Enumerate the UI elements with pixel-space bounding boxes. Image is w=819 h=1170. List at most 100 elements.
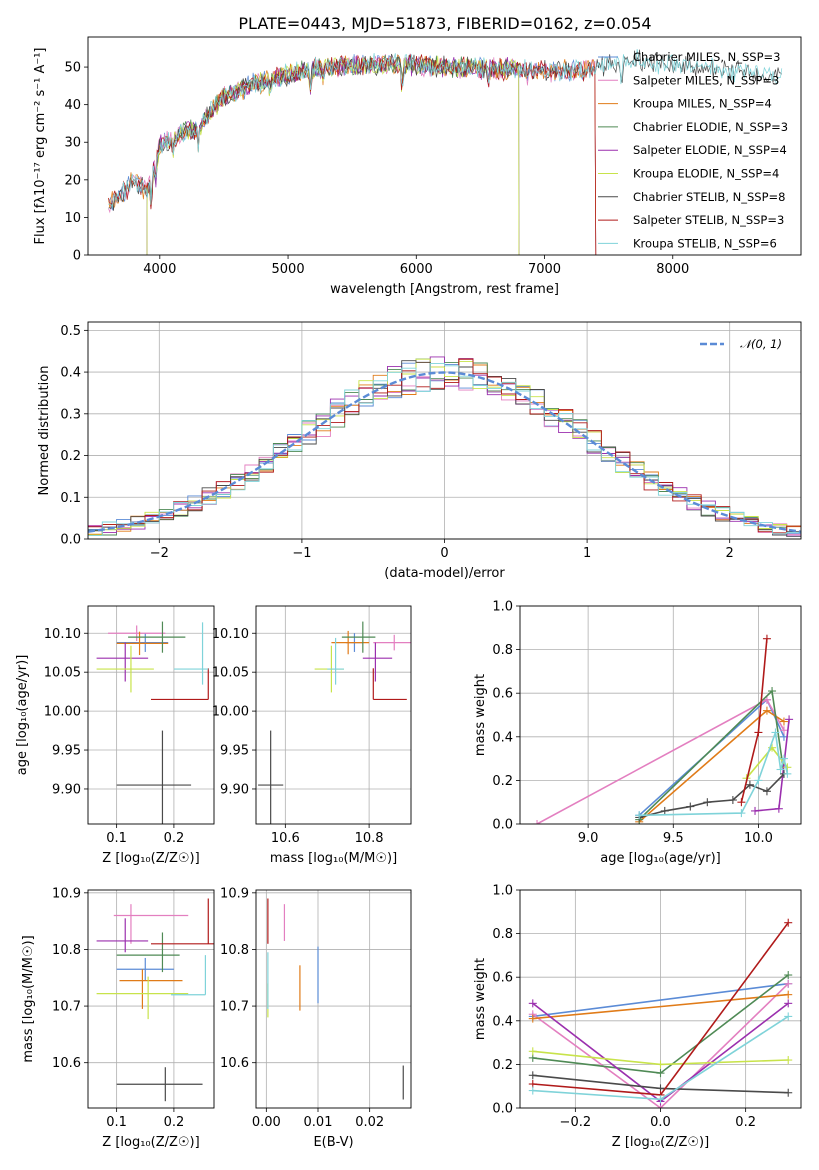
x-axis-label: mass [log₁₀(M/M☉)] xyxy=(270,851,397,866)
legend-entry: Salpeter ELODIE, N_SSP=4 xyxy=(633,143,787,157)
y-tick-label: 0.4 xyxy=(492,730,513,745)
errorbar-chabrier-elodie xyxy=(116,932,180,973)
spectrum-series-salpeter-stelib xyxy=(108,53,597,255)
hist-series-salpeter-stelib xyxy=(88,358,801,539)
legend-entry: Kroupa ELODIE, N_SSP=4 xyxy=(633,167,779,181)
y-tick-label: 10.05 xyxy=(44,666,81,681)
panel-mass-weight-vs-age: 9.0 9.5 10.0 0.0 0.2 0.4 0.6 0.8 1.0 age [log₁₀(a… xyxy=(473,600,802,866)
errorbar-chabrier-stelib xyxy=(116,1067,203,1102)
errorbar-kroupa-miles xyxy=(116,631,169,656)
x-tick-label: 2 xyxy=(726,546,734,561)
axes-frame xyxy=(87,605,215,825)
errorbar-chabrier-stelib xyxy=(258,730,284,824)
plot-area-age-vs-mass xyxy=(258,621,411,824)
x-tick-label: 9.5 xyxy=(663,831,684,846)
spectrum-series-chabrier-elodie xyxy=(146,54,520,255)
x-tick-label: 0.02 xyxy=(355,1115,384,1130)
series-salpeter-stelib xyxy=(737,634,771,807)
errorbar-salpeter-elodie xyxy=(96,918,149,953)
y-tick-label: 10 xyxy=(64,211,81,226)
y-axis-label: mass weight xyxy=(473,674,488,756)
x-axis-label: E(B-V) xyxy=(313,1135,353,1150)
series-chabrier-stelib xyxy=(635,769,788,822)
x-tick-label: 7000 xyxy=(528,262,561,277)
y-tick-label: 10.00 xyxy=(212,705,249,720)
x-axis-label: Z [log₁₀(Z/Z☉)] xyxy=(612,1135,709,1150)
y-tick-label: 10.10 xyxy=(212,627,249,642)
y-tick-label: 1.0 xyxy=(492,600,513,615)
spectrum-series-salpeter-miles xyxy=(108,53,597,255)
axes-frame xyxy=(87,889,215,1109)
series-salpeter-elodie xyxy=(751,715,794,815)
plot-area-spectrum xyxy=(108,49,783,255)
x-tick-label: 6000 xyxy=(400,262,433,277)
x-tick-label: 0.2 xyxy=(164,1115,185,1130)
axes-frame xyxy=(87,36,802,256)
panel-mass-vs-Z: 0.1 0.2 10.6 10.7 10.8 10.9 Z [log₁₀(Z/Z☉)] mas… xyxy=(21,886,215,1150)
series-kroupa-elodie xyxy=(528,1047,793,1069)
series-kroupa-stelib xyxy=(528,1012,793,1104)
series-kroupa-miles xyxy=(635,706,788,824)
legend-entry: Salpeter MILES, N_SSP=3 xyxy=(633,73,779,87)
errorbar-kroupa-elodie xyxy=(96,976,189,1020)
x-tick-label: 5000 xyxy=(272,262,305,277)
y-tick-label: 10.10 xyxy=(44,627,81,642)
panel-age-vs-Z: 0.1 0.2 9.90 9.95 10.00 10.05 10.10 Z [log₁₀(Z/… xyxy=(15,605,215,866)
errorbar-chabrier-miles xyxy=(116,633,169,652)
legend-entry: Chabrier ELODIE, N_SSP=3 xyxy=(633,120,788,134)
x-tick-label: 0.0 xyxy=(650,1115,671,1130)
y-tick-label: 0.2 xyxy=(492,1058,513,1073)
series-kroupa-stelib xyxy=(635,728,792,820)
y-tick-label: 0.8 xyxy=(492,927,513,942)
y-tick-label: 9.95 xyxy=(220,744,249,759)
plot-area-mass-weight-vs-age xyxy=(533,634,794,824)
normal-curve xyxy=(88,371,801,533)
panel-mass-vs-EBV: 0.00 0.01 0.02 10.6 10.7 10.8 10.9 E(B-V) xyxy=(220,886,412,1150)
y-tick-label: 1.0 xyxy=(492,884,513,899)
series-chabrier-stelib xyxy=(528,1071,793,1097)
x-tick-label: 4000 xyxy=(143,262,176,277)
y-tick-label: 9.95 xyxy=(52,744,81,759)
spectrum-series-salpeter-elodie xyxy=(146,53,520,255)
y-tick-label: 0.1 xyxy=(60,491,81,506)
y-tick-label: 0.2 xyxy=(492,774,513,789)
y-axis-label: Flux [fλ10⁻¹⁷ erg cm⁻² s⁻¹ A⁻¹] xyxy=(33,48,48,245)
y-axis-label: age [log₁₀(age/yr)] xyxy=(15,655,30,776)
spectrum-series-kroupa-stelib xyxy=(108,49,783,209)
errorbar-kroupa-stelib xyxy=(171,955,207,996)
y-tick-label: 9.90 xyxy=(220,782,249,797)
errorbar-chabrier-elodie xyxy=(128,621,186,653)
y-tick-label: 0.4 xyxy=(492,1014,513,1029)
y-tick-label: 0.8 xyxy=(492,643,513,658)
plot-area-mass-vs-EBV xyxy=(267,898,404,1100)
plot-area-mass-weight-vs-Z xyxy=(528,918,793,1108)
errorbar-chabrier-stelib xyxy=(116,730,192,824)
x-axis-label: (data-model)/error xyxy=(384,566,505,581)
legend-entry: Salpeter STELIB, N_SSP=3 xyxy=(633,213,784,227)
panel-spectrum: 4000 5000 6000 7000 8000 0 10 20 30 40 50 wavelengt… xyxy=(33,36,802,297)
x-tick-label: 0.2 xyxy=(735,1115,756,1130)
y-tick-label: 10.00 xyxy=(44,705,81,720)
x-tick-label: 10.0 xyxy=(744,831,773,846)
y-tick-label: 10.6 xyxy=(220,1056,249,1071)
legend-entry-normal: 𝒩(0, 1) xyxy=(740,337,782,351)
y-tick-label: 10.05 xyxy=(212,666,249,681)
errorbar-chabrier-elodie xyxy=(341,621,376,653)
errorbar-kroupa-miles xyxy=(331,630,370,655)
plot-area-mass-vs-Z xyxy=(96,898,214,1102)
y-tick-label: 20 xyxy=(64,173,81,188)
errorbar-salpeter-elodie xyxy=(362,642,393,682)
series-salpeter-miles xyxy=(533,695,788,824)
hist-series-kroupa-stelib xyxy=(88,362,801,539)
x-tick-label: −2 xyxy=(150,546,169,561)
x-tick-label: 9.0 xyxy=(578,831,599,846)
x-tick-label: −1 xyxy=(292,546,311,561)
panel-mass-weight-vs-Z: −0.2 0.0 0.2 0.0 0.2 0.4 0.6 0.8 1.0 Z [log₁₀(Z/Z… xyxy=(473,884,802,1150)
x-tick-label: 0 xyxy=(440,546,448,561)
legend-entry: Chabrier STELIB, N_SSP=8 xyxy=(633,190,785,204)
y-tick-label: 10.7 xyxy=(220,1000,249,1015)
y-tick-label: 0.4 xyxy=(60,366,81,381)
spectrum-series-kroupa-elodie xyxy=(146,55,520,255)
spectrum-series-chabrier-miles xyxy=(108,53,597,255)
y-axis-label: mass [log₁₀(M/M☉)] xyxy=(21,935,36,1062)
